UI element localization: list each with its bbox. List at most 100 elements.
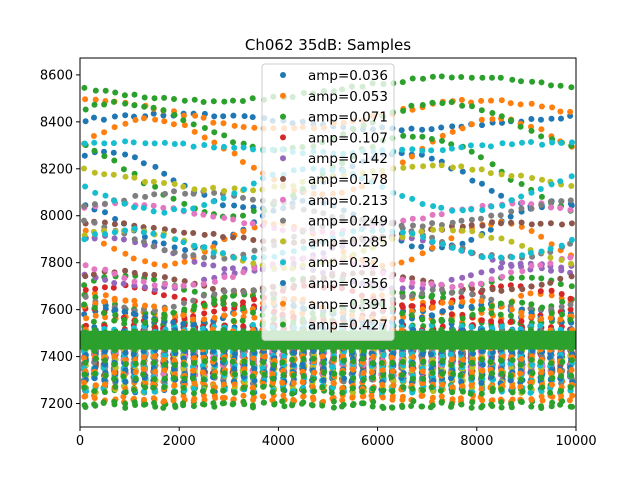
data-point	[141, 396, 147, 403]
data-point	[399, 293, 406, 300]
data-point	[170, 195, 177, 202]
data-point	[221, 255, 228, 262]
data-point	[241, 366, 248, 373]
data-point	[81, 236, 88, 243]
data-point	[458, 163, 465, 170]
chart-title: Ch062 35dB: Samples	[245, 36, 411, 54]
data-point	[439, 299, 446, 306]
data-point	[180, 239, 187, 246]
data-point	[438, 281, 445, 288]
data-point	[110, 98, 117, 105]
data-point	[221, 98, 228, 105]
data-point	[439, 147, 446, 154]
data-point	[191, 96, 198, 103]
data-point	[420, 75, 426, 82]
data-point	[211, 291, 218, 298]
data-point	[92, 96, 99, 103]
data-point	[568, 236, 575, 243]
data-point	[221, 188, 228, 194]
data-point	[518, 274, 525, 281]
data-point	[140, 238, 147, 245]
data-point	[211, 189, 218, 196]
data-point	[429, 99, 436, 106]
data-point	[568, 283, 575, 290]
data-point	[231, 122, 238, 129]
data-point	[250, 164, 257, 171]
data-point	[568, 260, 574, 267]
data-point	[250, 208, 257, 214]
data-point	[408, 243, 415, 250]
data-point	[438, 226, 445, 233]
data-point	[429, 312, 436, 319]
data-point	[409, 163, 416, 170]
data-point	[91, 114, 97, 121]
data-point	[419, 223, 426, 230]
data-point	[239, 98, 246, 104]
data-point	[499, 273, 506, 280]
data-point	[439, 132, 446, 139]
data-point	[528, 361, 535, 368]
data-point	[190, 252, 197, 259]
data-point	[199, 325, 206, 332]
data-point	[488, 276, 495, 283]
data-point	[498, 283, 504, 290]
data-point	[467, 272, 474, 279]
data-point	[420, 234, 427, 240]
data-point	[191, 258, 198, 265]
data-point	[428, 126, 435, 133]
data-point	[418, 228, 425, 235]
data-point	[211, 308, 218, 315]
data-point	[131, 204, 138, 211]
data-point	[151, 191, 158, 198]
data-point	[141, 234, 148, 240]
data-point	[519, 242, 526, 249]
data-point	[479, 142, 486, 149]
data-point	[141, 94, 148, 101]
data-point	[131, 174, 138, 181]
data-point	[92, 87, 99, 94]
data-point	[547, 354, 553, 361]
data-point	[478, 215, 484, 222]
data-point	[429, 304, 436, 311]
data-point	[201, 125, 208, 131]
data-point	[488, 212, 495, 219]
data-point	[408, 125, 415, 132]
data-point	[489, 110, 496, 116]
data-point	[240, 392, 247, 399]
data-point	[180, 207, 187, 214]
data-point	[161, 170, 168, 177]
data-point	[121, 200, 128, 207]
data-point	[231, 202, 238, 209]
data-point	[409, 275, 416, 282]
data-point	[239, 159, 246, 165]
data-point	[102, 292, 109, 299]
data-point	[131, 91, 138, 98]
data-point	[567, 301, 574, 308]
data-point	[171, 293, 178, 300]
data-point	[102, 192, 109, 199]
data-point	[538, 103, 545, 110]
data-point	[82, 227, 89, 234]
data-point	[230, 97, 236, 104]
data-point	[181, 97, 188, 104]
data-point	[477, 280, 484, 287]
data-point	[210, 119, 217, 126]
data-point	[160, 204, 167, 211]
data-point	[269, 371, 276, 378]
data-point	[458, 74, 465, 80]
data-point	[566, 397, 573, 404]
data-point	[380, 352, 387, 359]
data-point	[458, 96, 465, 103]
data-point	[557, 275, 564, 282]
data-point	[230, 317, 237, 324]
data-point	[438, 353, 445, 360]
data-point	[150, 208, 157, 215]
data-point	[429, 73, 436, 80]
data-point	[468, 148, 475, 155]
data-point	[180, 320, 187, 327]
data-point	[210, 249, 217, 256]
data-point	[150, 230, 157, 237]
data-point	[130, 350, 137, 357]
data-point	[130, 139, 137, 146]
data-point	[467, 249, 474, 256]
